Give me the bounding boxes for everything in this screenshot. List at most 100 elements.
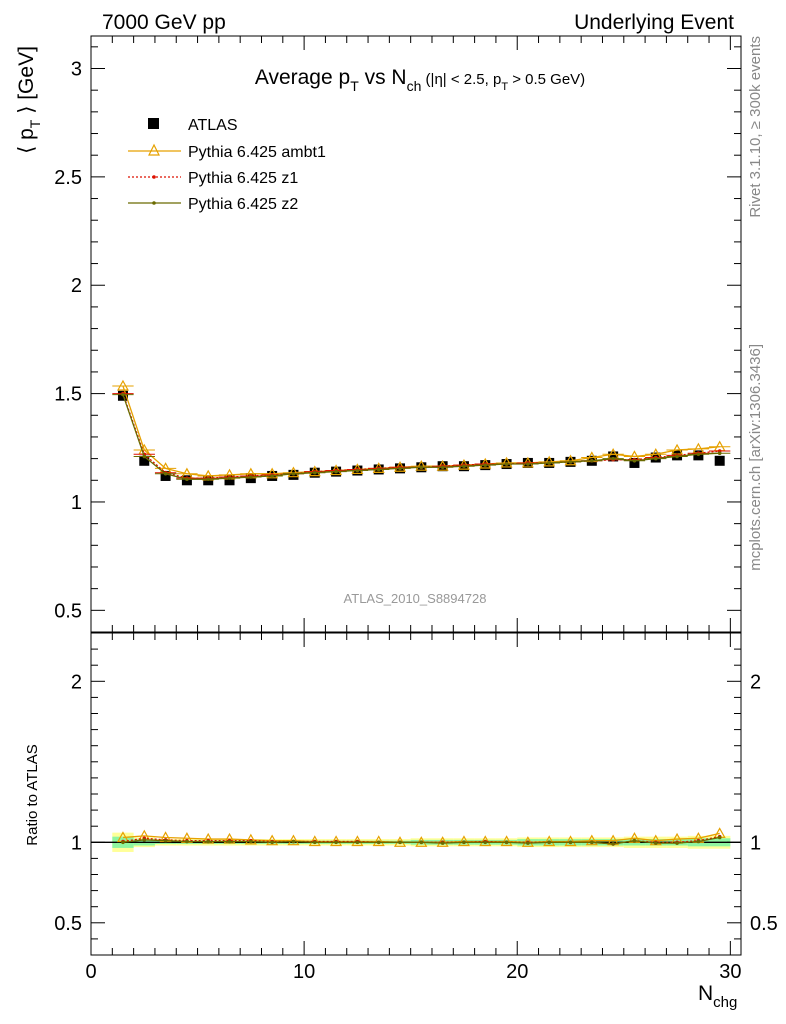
data-point-ambt1 <box>564 454 577 466</box>
data-point-data <box>139 455 150 466</box>
ratio-point-z2 <box>717 835 722 840</box>
data-point-z2 <box>547 461 551 465</box>
data-point-z2 <box>568 460 573 464</box>
ratio-point-ambt1 <box>457 835 470 847</box>
header-left: 7000 GeV pp <box>102 11 226 34</box>
data-point-data <box>160 470 171 481</box>
ratio-point-z2 <box>398 840 402 845</box>
y-tick-label: 1.5 <box>54 384 82 406</box>
ratio-point-z2 <box>547 840 551 845</box>
legend-marker-z1 <box>152 175 156 179</box>
ratio-point-z2 <box>291 839 296 844</box>
ratio-y-axis-label: Ratio to ATLAS <box>24 744 41 845</box>
data-point-ambt1 <box>266 467 279 479</box>
x-axis-label: Nchg <box>698 982 737 1011</box>
ratio-point-z2 <box>419 840 424 845</box>
y-tick-label: 2.5 <box>54 167 82 189</box>
data-point-z2 <box>611 456 615 461</box>
ratio-point-z2 <box>675 841 679 845</box>
ratio-point-ambt1 <box>543 835 556 847</box>
data-point-z2 <box>334 469 338 474</box>
data-point-data <box>224 475 235 486</box>
y-tick-label-right: 1 <box>750 832 761 854</box>
data-point-z2 <box>355 468 360 473</box>
data-point-z2 <box>249 475 253 479</box>
ratio-point-z2 <box>462 840 466 845</box>
data-point-z2 <box>653 456 658 461</box>
data-point-z2 <box>376 467 381 472</box>
legend-label-data: ATLAS <box>188 117 238 134</box>
data-point-z2 <box>717 451 722 456</box>
ratio-point-z2 <box>355 840 360 845</box>
data-point-data <box>714 455 725 466</box>
legend-label-z2: Pythia 6.425 z2 <box>188 196 298 213</box>
ratio-point-z2 <box>376 840 381 845</box>
data-point-ambt1 <box>500 456 513 468</box>
x-tick-label: 20 <box>506 961 528 983</box>
ratio-point-ambt1 <box>500 835 513 847</box>
y-tick-label-right: 0.5 <box>750 913 778 935</box>
data-point-z2 <box>590 458 594 463</box>
ratio-point-z2 <box>227 839 232 844</box>
data-point-z2 <box>270 474 274 478</box>
data-point-ambt1 <box>415 459 428 471</box>
mcplots-label: mcplots.cern.ch [arXiv:1306.3436] <box>747 344 764 571</box>
x-tick-label: 10 <box>293 961 315 983</box>
main-plot-title: Average pT vs Nch (|η| < 2.5, pT > 0.5 G… <box>255 66 585 94</box>
data-point-data <box>608 451 619 462</box>
ratio-point-z2 <box>611 842 615 846</box>
ratio-point-z2 <box>163 838 168 843</box>
data-point-ambt1 <box>287 466 300 478</box>
ratio-point-z2 <box>312 840 317 845</box>
y-tick-label-right: 2 <box>750 671 761 693</box>
ratio-point-ambt1 <box>330 835 343 847</box>
y-tick-label: 3 <box>71 59 82 81</box>
data-point-z2 <box>440 465 445 470</box>
ratio-point-z2 <box>249 839 253 844</box>
ratio-panel: 0.5 0.51 12 20 10 20 30 <box>54 632 778 983</box>
ratio-point-z2 <box>334 840 338 845</box>
ratio-point-z2 <box>121 840 125 845</box>
data-point-z2 <box>227 476 232 480</box>
analysis-label: ATLAS_2010_S8894728 <box>344 591 487 606</box>
header-right: Underlying Event <box>574 11 734 34</box>
data-point-ambt1 <box>543 455 556 467</box>
data-point-z2 <box>185 477 189 482</box>
main-panel: 0.5 1 1.5 2 2.5 3 <box>54 35 742 633</box>
ratio-point-z2 <box>504 840 509 845</box>
data-point-z2 <box>398 466 402 471</box>
data-point-data <box>629 457 640 468</box>
data-point-z2 <box>291 471 296 476</box>
plot-frame <box>90 35 742 633</box>
ratio-point-z2 <box>568 840 573 845</box>
rivet-label: Rivet 3.1.10, ≥ 300k events <box>747 36 764 218</box>
data-point-z2 <box>462 464 466 469</box>
ratio-point-z2 <box>270 840 274 845</box>
data-point-ambt1 <box>116 379 129 391</box>
data-point-z2 <box>121 392 125 397</box>
y-tick-label: 0.5 <box>54 600 82 622</box>
legend-marker-ambt1 <box>148 143 160 156</box>
legend-label-z1: Pythia 6.425 z1 <box>188 170 298 187</box>
legend: ATLAS Pythia 6.425 ambt1 Pythia 6.425 z1 Py… <box>128 117 326 213</box>
ratio-point-ambt1 <box>244 833 257 845</box>
ratio-point-z2 <box>440 841 445 845</box>
y-tick-label: 2 <box>71 275 82 297</box>
legend-label-ambt1: Pythia 6.425 ambt1 <box>188 144 326 161</box>
y-tick-label: 2 <box>71 671 82 693</box>
ratio-point-ambt1 <box>372 835 385 847</box>
x-tick-label: 30 <box>719 961 741 983</box>
data-point-z2 <box>526 462 530 466</box>
ratio-point-ambt1 <box>564 835 577 847</box>
ratio-point-z2 <box>526 841 530 845</box>
data-point-z2 <box>419 465 424 470</box>
ratio-point-ambt1 <box>287 834 300 846</box>
ratio-point-z2 <box>142 838 147 842</box>
legend-marker-data <box>148 118 159 129</box>
y-tick-label: 1 <box>71 832 82 854</box>
ratio-point-ambt1 <box>266 834 279 846</box>
data-point-z2 <box>312 470 317 475</box>
plot-frame <box>90 632 742 956</box>
ratio-point-ambt1 <box>585 834 598 846</box>
